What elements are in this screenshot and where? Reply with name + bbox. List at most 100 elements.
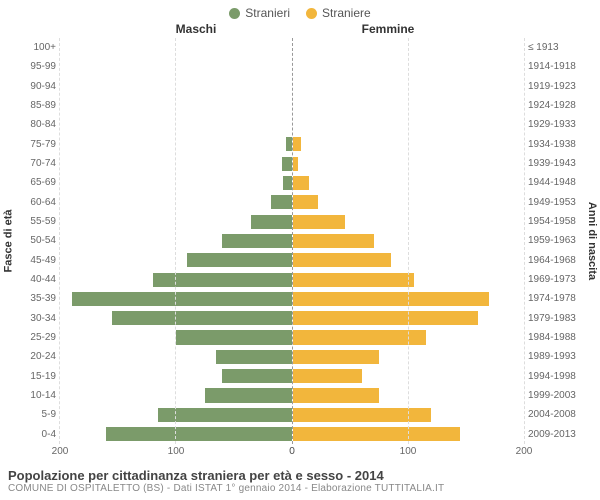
bar-row <box>293 328 525 347</box>
age-label: 100+ <box>16 38 56 57</box>
female-bar <box>293 253 391 267</box>
male-bar <box>106 427 291 441</box>
age-label: 45-49 <box>16 251 56 270</box>
male-bar <box>187 253 291 267</box>
bar-row <box>60 154 292 173</box>
bar-row <box>293 270 525 289</box>
birth-label: 1974-1978 <box>528 289 584 308</box>
bar-row <box>60 57 292 76</box>
y-axis-right-labels: ≤ 19131914-19181919-19231924-19281929-19… <box>524 38 584 444</box>
female-bar <box>293 273 415 287</box>
male-bar <box>271 195 292 209</box>
bar-row <box>293 347 525 366</box>
male-bar <box>153 273 292 287</box>
birth-label: 1989-1993 <box>528 347 584 366</box>
birth-label: 1994-1998 <box>528 367 584 386</box>
bar-row <box>293 386 525 405</box>
bar-row <box>293 289 525 308</box>
legend-swatch-female <box>306 8 317 19</box>
bar-row <box>293 367 525 386</box>
male-bar <box>72 292 292 306</box>
bar-row <box>60 309 292 328</box>
age-label: 80-84 <box>16 115 56 134</box>
bars-area <box>60 38 524 444</box>
legend-label-female: Straniere <box>322 6 371 20</box>
female-bar <box>293 157 299 171</box>
x-tick: 0 <box>289 446 295 457</box>
birth-label: 1914-1918 <box>528 57 584 76</box>
bar-row <box>60 193 292 212</box>
birth-label: 1919-1923 <box>528 77 584 96</box>
female-bar <box>293 330 426 344</box>
female-bar <box>293 369 362 383</box>
bar-row <box>293 251 525 270</box>
bar-row <box>293 405 525 424</box>
bar-row <box>293 96 525 115</box>
bar-row <box>60 347 292 366</box>
age-label: 85-89 <box>16 96 56 115</box>
bar-row <box>60 135 292 154</box>
male-half <box>60 38 293 444</box>
bar-row <box>293 425 525 444</box>
age-label: 60-64 <box>16 193 56 212</box>
bar-row <box>60 115 292 134</box>
y-axis-left-labels: 100+95-9990-9485-8980-8475-7970-7465-696… <box>16 38 60 444</box>
male-bar <box>286 137 292 151</box>
bar-row <box>293 77 525 96</box>
bar-row <box>293 115 525 134</box>
male-bar <box>282 157 291 171</box>
bar-row <box>60 425 292 444</box>
bar-row <box>293 57 525 76</box>
bar-row <box>60 386 292 405</box>
birth-label: 1964-1968 <box>528 251 584 270</box>
female-bar <box>293 427 461 441</box>
male-bar <box>112 311 291 325</box>
female-bar <box>293 176 309 190</box>
female-bar <box>293 350 380 364</box>
x-axis: 0100200 0100200 <box>0 444 600 464</box>
bar-row <box>60 289 292 308</box>
legend-swatch-male <box>229 8 240 19</box>
birth-label: 1924-1928 <box>528 96 584 115</box>
birth-label: 1984-1988 <box>528 328 584 347</box>
male-bar <box>283 176 291 190</box>
female-bar <box>293 137 301 151</box>
bar-row <box>60 173 292 192</box>
x-tick: 100 <box>168 446 185 457</box>
age-label: 0-4 <box>16 425 56 444</box>
birth-label: 1949-1953 <box>528 193 584 212</box>
age-label: 50-54 <box>16 231 56 250</box>
column-header-female: Femmine <box>292 22 484 36</box>
x-tick: 100 <box>400 446 417 457</box>
bar-row <box>60 328 292 347</box>
birth-label: 1944-1948 <box>528 173 584 192</box>
bar-row <box>60 251 292 270</box>
male-bar <box>158 408 291 422</box>
age-label: 65-69 <box>16 173 56 192</box>
bar-row <box>293 38 525 57</box>
male-bar <box>216 350 291 364</box>
birth-label: 1934-1938 <box>528 135 584 154</box>
male-bar <box>222 234 291 248</box>
bar-row <box>293 193 525 212</box>
birth-label: 1959-1963 <box>528 231 584 250</box>
bar-row <box>60 96 292 115</box>
y-axis-right-title: Anni di nascita <box>584 38 600 444</box>
age-label: 15-19 <box>16 367 56 386</box>
bar-row <box>293 231 525 250</box>
x-axis-left: 0100200 <box>60 446 292 460</box>
age-label: 30-34 <box>16 309 56 328</box>
female-bar <box>293 292 490 306</box>
legend-label-male: Stranieri <box>245 6 290 20</box>
column-header-male: Maschi <box>100 22 292 36</box>
bar-row <box>293 135 525 154</box>
legend-item-male: Stranieri <box>229 6 290 20</box>
birth-label: 1939-1943 <box>528 154 584 173</box>
age-label: 75-79 <box>16 135 56 154</box>
age-label: 40-44 <box>16 270 56 289</box>
birth-label: 2009-2013 <box>528 425 584 444</box>
bar-row <box>60 367 292 386</box>
birth-label: 1954-1958 <box>528 212 584 231</box>
birth-label: 1979-1983 <box>528 309 584 328</box>
bar-row <box>293 212 525 231</box>
